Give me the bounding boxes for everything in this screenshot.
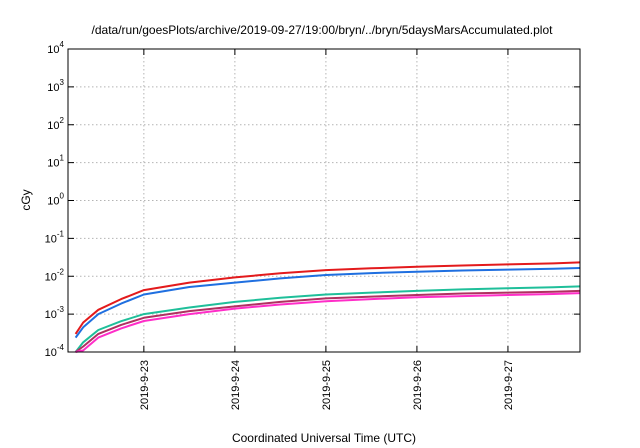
ticks: 10-4 10-3 10-2 10-1 100 101 102 103 104 2019-9-23… — [45, 40, 580, 410]
grid — [68, 49, 580, 352]
y-axis-label: cGy — [19, 189, 33, 210]
x-tick-label: 2019-9-26 — [412, 360, 424, 410]
series-line-4 — [75, 289, 581, 353]
series-line-3 — [74, 285, 581, 353]
y-tick-label: 10-4 — [45, 343, 65, 359]
series-line-1 — [74, 261, 581, 335]
series-line-2 — [74, 267, 581, 339]
y-tick-label: 104 — [47, 40, 64, 56]
y-tick-label: 102 — [47, 116, 64, 132]
y-tick-label: 10-2 — [45, 267, 65, 283]
y-tick-label: 100 — [47, 192, 64, 208]
x-tick-label: 2019-9-23 — [139, 360, 151, 410]
y-tick-label: 103 — [47, 78, 64, 94]
x-tick-label: 2019-9-24 — [230, 360, 242, 410]
x-tick-label: 2019-9-25 — [321, 360, 333, 410]
y-tick-label: 10-3 — [45, 305, 65, 321]
x-axis-label: Coordinated Universal Time (UTC) — [232, 431, 416, 445]
y-tick-label: 101 — [47, 154, 64, 170]
chart-title: /data/run/goesPlots/archive/2019-09-27/1… — [92, 23, 554, 37]
series-line-5 — [75, 292, 581, 353]
y-tick-label: 10-1 — [45, 229, 65, 245]
series-layer — [74, 261, 581, 353]
x-tick-label: 2019-9-27 — [503, 360, 515, 410]
